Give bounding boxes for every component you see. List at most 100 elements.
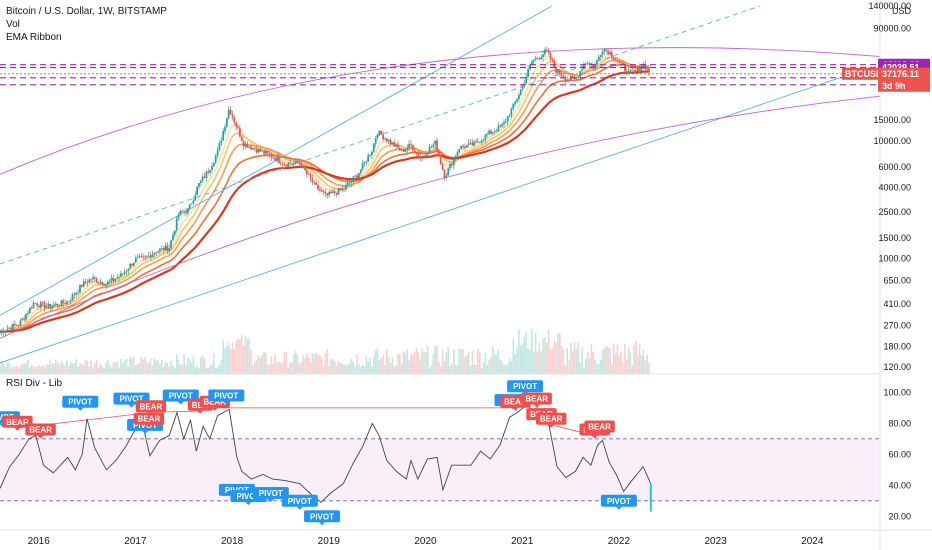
- volume-bar: [380, 357, 382, 374]
- volume-bar: [164, 362, 167, 374]
- candle-body: [2, 330, 5, 333]
- candle-body: [105, 284, 107, 286]
- volume-bar: [579, 362, 581, 374]
- volume-bar: [542, 338, 544, 374]
- volume-bar: [276, 362, 278, 374]
- candle-body: [224, 126, 226, 132]
- rsi-pane[interactable]: PIVOTBEARBEARPIVOTPIVOTBEARPIVOTBEARPIVO…: [0, 380, 880, 526]
- price-tick-label: 2500.00: [878, 207, 911, 217]
- candle-body: [213, 162, 215, 166]
- marker-label: BEAR: [203, 398, 226, 407]
- volume-bar: [549, 349, 552, 374]
- volume-bar: [131, 358, 133, 374]
- volume-bar: [175, 354, 178, 374]
- volume-bar: [94, 363, 96, 374]
- candle-body: [464, 146, 466, 149]
- price-axis[interactable]: 140000.00 90000.00 15000.00 10000.00 6000.00…: [868, 1, 911, 372]
- volume-bar: [369, 357, 371, 374]
- candle-body: [64, 303, 66, 305]
- volume-bar: [333, 360, 336, 374]
- candle-body: [302, 165, 304, 168]
- volume-bar: [648, 362, 650, 374]
- marker-pointer: [14, 427, 21, 431]
- bear-marker: BEAR: [25, 423, 56, 439]
- candle-body: [97, 282, 100, 284]
- candle-body: [385, 138, 388, 142]
- volume-bar: [601, 349, 604, 374]
- candle-body: [369, 155, 371, 156]
- candle-body: [27, 313, 29, 315]
- candle-body: [568, 79, 570, 81]
- volume-bar: [140, 356, 143, 374]
- marker-box: [162, 389, 199, 402]
- volume-bar: [129, 356, 131, 374]
- volume-bar: [397, 354, 399, 374]
- time-axis[interactable]: 2016 2017 2018 2019 2020 2021 2022 2023 2024: [28, 536, 824, 547]
- volume-bar: [296, 354, 299, 374]
- volume-bar: [413, 351, 416, 374]
- volume-bar: [438, 362, 440, 374]
- volume-bar: [194, 366, 197, 374]
- volume-bar: [505, 365, 507, 374]
- volume-bar: [42, 365, 44, 374]
- marker-box: [584, 420, 615, 433]
- candle-body: [185, 211, 187, 214]
- volume-bar: [609, 348, 611, 374]
- volume-bar: [84, 359, 87, 374]
- volume-bar: [135, 365, 137, 374]
- price-pane[interactable]: [0, 5, 881, 374]
- volume-bar: [81, 363, 83, 374]
- candle-body: [313, 182, 316, 184]
- volume-bar: [201, 355, 204, 374]
- candle-body: [609, 52, 611, 55]
- volume-bar: [222, 340, 224, 374]
- marker-pointer: [596, 432, 603, 436]
- channel-mid-line: [0, 5, 761, 265]
- volume-bar: [146, 362, 148, 374]
- volume-bar: [71, 363, 74, 374]
- volume-bar: [45, 364, 48, 374]
- volume-bar: [280, 363, 282, 374]
- chart-title: Bitcoin / U.S. Dollar, 1W, BITSTAMP: [6, 6, 167, 17]
- volume-bar: [110, 367, 113, 374]
- volume-bar: [384, 365, 386, 374]
- candle-body: [79, 284, 81, 293]
- symbol-tag-label: BTCUSD: [845, 69, 883, 79]
- candle-body: [294, 160, 297, 163]
- candle-body: [586, 63, 589, 65]
- volume-bar: [544, 337, 546, 374]
- marker-label: PIVOT: [288, 497, 312, 506]
- candle-body: [99, 281, 102, 283]
- volume-bar: [361, 364, 364, 374]
- marker-label: PIVOT: [607, 497, 631, 506]
- candle-body: [43, 302, 46, 309]
- candle-body: [397, 144, 399, 148]
- rsi-tick-label: 100.00: [883, 387, 911, 397]
- price-tick-label: 10000.00: [873, 136, 911, 146]
- volume-bar: [257, 355, 260, 374]
- marker-pointer: [533, 404, 540, 408]
- candle-body: [465, 145, 468, 148]
- candle-body: [372, 143, 375, 152]
- candle-body: [571, 76, 574, 78]
- candle-body: [198, 183, 200, 187]
- curve-lower: [0, 95, 881, 339]
- price-tick-label: 650.00: [883, 276, 911, 286]
- candle-body: [93, 277, 96, 279]
- volume-bar: [185, 364, 187, 374]
- volume-bar: [92, 366, 94, 374]
- candle-body: [398, 147, 401, 151]
- volume-bar: [404, 352, 407, 374]
- volume-bar: [233, 349, 236, 374]
- candle-body: [142, 256, 145, 258]
- volume-bar: [490, 357, 492, 374]
- marker-box: [62, 395, 99, 408]
- candle-body: [242, 141, 245, 147]
- volume-bar: [343, 364, 345, 374]
- candle-body: [637, 67, 639, 71]
- rsi-axis[interactable]: 100.00 80.00 60.00 40.00 20.00: [883, 387, 911, 521]
- volume-bar: [458, 348, 461, 374]
- volume-bar: [47, 365, 50, 374]
- candle-body: [278, 156, 280, 163]
